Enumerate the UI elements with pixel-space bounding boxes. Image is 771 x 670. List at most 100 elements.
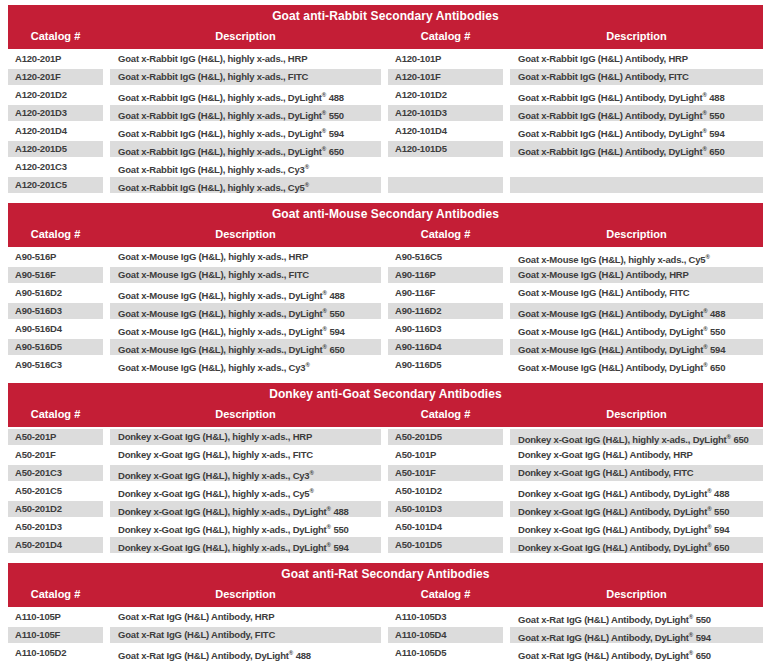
section-header-block: Goat anti-Rabbit Secondary Antibodies Ca…	[8, 5, 763, 49]
catalog-cell: A110-105F	[8, 627, 103, 643]
column-header-catalog-1: Catalog #	[8, 26, 103, 49]
section-title: Donkey anti-Goat Secondary Antibodies	[8, 383, 763, 404]
section-title: Goat anti-Rat Secondary Antibodies	[8, 563, 763, 584]
column-header-description-2: Description	[510, 26, 763, 49]
description-cell: Donkey x-Goat IgG (H&L), highly x-ads., …	[110, 501, 381, 517]
column-header-description-2: Description	[510, 404, 763, 427]
catalog-cell: A90-516P	[8, 249, 103, 265]
catalog-cell: A50-101D2	[388, 483, 503, 499]
table-row: A120-201D5Goat x-Rabbit IgG (H&L), highl…	[8, 141, 763, 157]
catalog-cell: A90-116D2	[388, 303, 503, 319]
table-row: A50-201D4 Donkey x-Goat IgG (H&L), highly…	[8, 537, 763, 553]
catalog-cell: A110-105D3	[388, 609, 503, 625]
catalog-cell	[388, 159, 503, 175]
description-cell: Goat x-Mouse IgG (H&L), highly x-ads., D…	[110, 339, 381, 355]
description-cell	[510, 159, 763, 175]
catalog-cell: A90-516C5	[388, 249, 503, 265]
description-cell: Goat x-Rabbit IgG (H&L), highly x-ads., …	[110, 69, 381, 85]
description-cell: Goat x-Rabbit IgG (H&L), highly x-ads., …	[110, 51, 381, 67]
catalog-cell: A120-101D5	[388, 141, 503, 157]
catalog-cell: A120-201D4	[8, 123, 103, 139]
catalog-cell: A120-201D5	[8, 141, 103, 157]
catalog-cell: A120-101D3	[388, 105, 503, 121]
catalog-cell: A50-201D3	[8, 519, 103, 535]
description-cell: Goat x-Mouse IgG (H&L) Antibody, HRP	[510, 267, 763, 283]
section-header-block: Donkey anti-Goat Secondary Antibodies Ca…	[8, 383, 763, 427]
catalog-cell: A90-516D4	[8, 321, 103, 337]
antibody-table-section: Goat anti-Rat Secondary Antibodies Catal…	[8, 563, 763, 661]
table-row: A90-516D5 Goat x-Mouse IgG (H&L), highly …	[8, 339, 763, 355]
description-cell: Donkey x-Goat IgG (H&L), highly x-ads., …	[110, 537, 381, 553]
table-row: A120-201D3 Goat x-Rabbit IgG (H&L), highl…	[8, 105, 763, 121]
description-cell: Goat x-Rabbit IgG (H&L) Antibody, DyLigh…	[510, 87, 763, 103]
description-cell: Goat x-Mouse IgG (H&L), highly x-ads., C…	[510, 249, 763, 265]
description-cell: Donkey x-Goat IgG (H&L) Antibody, HRP	[510, 447, 763, 463]
catalog-cell: A90-116D4	[388, 339, 503, 355]
catalog-cell: A90-516D3	[8, 303, 103, 319]
description-cell: Goat x-Rabbit IgG (H&L), highly x-ads., …	[110, 105, 381, 121]
antibody-catalog-page: Goat anti-Rabbit Secondary Antibodies Ca…	[0, 0, 771, 670]
column-header-catalog-2: Catalog #	[388, 404, 503, 427]
description-cell: Goat x-Rat IgG (H&L) Antibody, FITC	[110, 627, 381, 643]
description-cell: Goat x-Mouse IgG (H&L) Antibody, DyLight…	[510, 339, 763, 355]
antibody-table-section: Goat anti-Mouse Secondary Antibodies Cat…	[8, 203, 763, 373]
description-cell: Goat x-Mouse IgG (H&L) Antibody, DyLight…	[510, 303, 763, 319]
description-cell: Donkey x-Goat IgG (H&L), highly x-ads., …	[110, 483, 381, 499]
table-header-row: Catalog # Description Catalog # Descript…	[8, 224, 763, 247]
table-row: A50-201C5Donkey x-Goat IgG (H&L), highly…	[8, 483, 763, 499]
catalog-cell: A120-101D4	[388, 123, 503, 139]
catalog-cell: A50-101F	[388, 465, 503, 481]
description-cell: Donkey x-Goat IgG (H&L) Antibody, DyLigh…	[510, 519, 763, 535]
catalog-cell: A50-101D5	[388, 537, 503, 553]
description-cell: Goat x-Rat IgG (H&L) Antibody, DyLight® …	[510, 627, 763, 643]
description-cell: Goat x-Rabbit IgG (H&L) Antibody, HRP	[510, 51, 763, 67]
table-header-row: Catalog # Description Catalog # Descript…	[8, 26, 763, 49]
description-cell: Goat x-Rat IgG (H&L) Antibody, HRP	[110, 609, 381, 625]
table-row: A90-516C3Goat x-Mouse IgG (H&L), highly …	[8, 357, 763, 373]
catalog-cell: A90-516C3	[8, 357, 103, 373]
section-header-block: Goat anti-Rat Secondary Antibodies Catal…	[8, 563, 763, 607]
description-cell: Donkey x-Goat IgG (H&L), highly x-ads., …	[110, 519, 381, 535]
description-cell: Goat x-Rabbit IgG (H&L), highly x-ads., …	[110, 159, 381, 175]
catalog-cell: A90-516D5	[8, 339, 103, 355]
description-cell: Goat x-Rabbit IgG (H&L) Antibody, FITC	[510, 69, 763, 85]
catalog-cell: A50-101P	[388, 447, 503, 463]
column-header-description-1: Description	[110, 404, 381, 427]
description-cell: Goat x-Mouse IgG (H&L) Antibody, FITC	[510, 285, 763, 301]
catalog-cell: A110-105D4	[388, 627, 503, 643]
table-row: A90-516P Goat x-Mouse IgG (H&L), highly x…	[8, 249, 763, 265]
description-cell: Goat x-Rat IgG (H&L) Antibody, DyLight® …	[110, 645, 381, 661]
column-header-description-2: Description	[510, 584, 763, 607]
table-row: A90-516D4Goat x-Mouse IgG (H&L), highly …	[8, 321, 763, 337]
section-title: Goat anti-Rabbit Secondary Antibodies	[8, 5, 763, 26]
catalog-cell: A120-201F	[8, 69, 103, 85]
description-cell: Donkey x-Goat IgG (H&L), highly x-ads., …	[110, 447, 381, 463]
description-cell: Donkey x-Goat IgG (H&L) Antibody, DyLigh…	[510, 483, 763, 499]
catalog-cell: A50-201D4	[8, 537, 103, 553]
description-cell: Goat x-Rat IgG (H&L) Antibody, DyLight® …	[510, 645, 763, 661]
description-cell: Goat x-Mouse IgG (H&L) Antibody, DyLight…	[510, 321, 763, 337]
description-cell	[510, 177, 763, 193]
description-cell: Goat x-Mouse IgG (H&L) Antibody, DyLight…	[510, 357, 763, 373]
catalog-cell: A120-201C3	[8, 159, 103, 175]
table-row: A50-201D3 Donkey x-Goat IgG (H&L), highly…	[8, 519, 763, 535]
table-row: A110-105D2 Goat x-Rat IgG (H&L) Antibody,…	[8, 645, 763, 661]
catalog-cell: A90-516F	[8, 267, 103, 283]
catalog-cell: A50-201D5	[388, 429, 503, 445]
catalog-cell: A50-101D3	[388, 501, 503, 517]
catalog-cell: A110-105D2	[8, 645, 103, 661]
catalog-cell: A120-101P	[388, 51, 503, 67]
catalog-table: Goat anti-Rabbit Secondary Antibodies Ca…	[0, 0, 771, 661]
section-title: Goat anti-Mouse Secondary Antibodies	[8, 203, 763, 224]
column-header-description-1: Description	[110, 584, 381, 607]
catalog-cell: A120-201D3	[8, 105, 103, 121]
table-header-row: Catalog # Description Catalog # Descript…	[8, 404, 763, 427]
table-row: A120-201D2Goat x-Rabbit IgG (H&L), highl…	[8, 87, 763, 103]
description-cell: Goat x-Rabbit IgG (H&L), highly x-ads., …	[110, 123, 381, 139]
column-header-catalog-2: Catalog #	[388, 584, 503, 607]
catalog-cell: A90-116D5	[388, 357, 503, 373]
description-cell: Goat x-Rabbit IgG (H&L) Antibody, DyLigh…	[510, 105, 763, 121]
catalog-cell: A120-101F	[388, 69, 503, 85]
table-row: A120-201PGoat x-Rabbit IgG (H&L), highly…	[8, 51, 763, 67]
catalog-cell: A120-201D2	[8, 87, 103, 103]
